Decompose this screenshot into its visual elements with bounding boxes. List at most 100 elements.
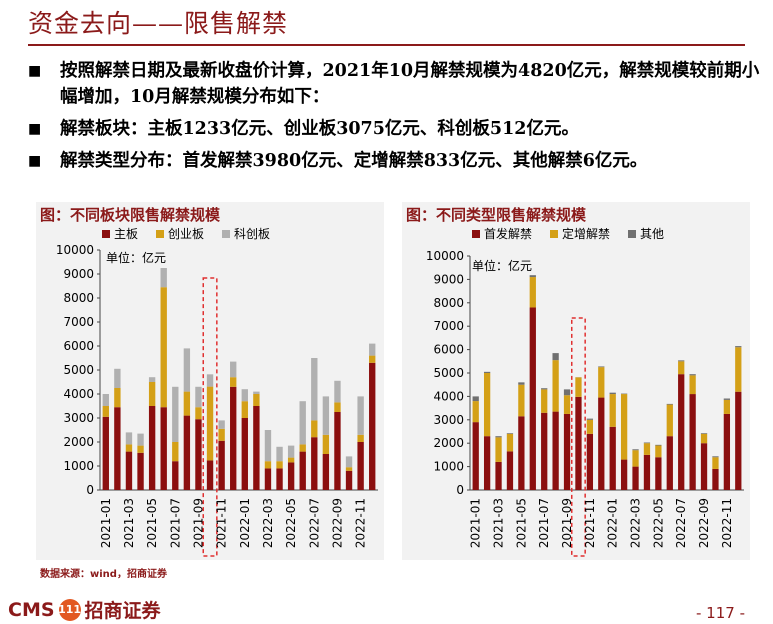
bar-segment [518, 384, 525, 417]
bar-segment [541, 388, 548, 390]
bar-segment [357, 396, 364, 435]
bar-segment [218, 428, 225, 441]
bar-segment [598, 397, 605, 490]
bar-segment [102, 394, 109, 406]
legend-label: 首发解禁 [484, 227, 533, 241]
x-tick-label: 2022-11 [720, 498, 734, 548]
bar-segment [483, 373, 491, 437]
bar-segment [700, 433, 708, 444]
bar-segment [264, 468, 272, 490]
bar-segment [195, 419, 202, 490]
legend-item: 定增解禁 [550, 225, 610, 242]
bullet-text: 按照解禁日期及最新收盘价计算，2021年10月解禁规模为4820亿元，解禁规模较… [60, 61, 760, 107]
bar-segment [334, 402, 341, 412]
bar-segment [125, 444, 133, 452]
x-tick-label: 2022-07 [674, 498, 688, 548]
unit-label: 单位：亿元 [472, 259, 533, 273]
bar-segment [183, 415, 191, 490]
y-tick-label: 6000 [63, 339, 94, 353]
bar-segment [598, 367, 605, 398]
y-tick-label: 9000 [63, 267, 94, 281]
unit-label: 单位：亿元 [106, 251, 167, 265]
bar-segment [253, 391, 260, 394]
bar-segment [357, 434, 364, 442]
bar-segment [160, 268, 167, 288]
title-divider [28, 44, 745, 46]
bar-segment [518, 416, 525, 490]
x-tick-label: 2022-01 [238, 498, 252, 548]
bar-segment [472, 401, 479, 423]
bar-segment [609, 394, 616, 427]
bar-segment [552, 360, 559, 412]
bar-segment [102, 416, 109, 490]
bar-segment [369, 343, 376, 356]
bar-segment [723, 399, 731, 414]
x-tick-label: 2022-05 [651, 498, 665, 548]
bar-segment [357, 442, 364, 490]
x-tick-label: 2021-11 [583, 498, 597, 548]
bar-segment [206, 374, 214, 387]
legend-item: 主板 [102, 225, 138, 242]
bar-chart-type: 0 1000 2000 3000 4000 5000 6000 7000 8000 9000 100… [426, 249, 744, 557]
y-tick-label: 6000 [433, 343, 464, 357]
bar-segment [369, 362, 376, 490]
y-tick-label: 0 [86, 483, 94, 497]
x-tick-label: 2021-05 [514, 498, 528, 548]
legend-swatch [222, 229, 231, 238]
legend-item: 创业板 [156, 225, 204, 242]
x-tick-label: 2022-01 [606, 498, 620, 548]
y-tick-label: 2000 [63, 435, 94, 449]
bar-segment [345, 467, 353, 471]
x-tick-label: 2022-09 [697, 498, 711, 548]
bar-segment [183, 348, 191, 392]
bullet-text: 解禁类型分布：首发解禁3980亿元、定增解禁833亿元、其他解禁6亿元。 [60, 151, 648, 171]
bar-segment [148, 382, 156, 406]
bar-segment [322, 396, 330, 435]
y-tick-label: 8000 [433, 296, 464, 310]
y-tick-label: 8000 [63, 291, 94, 305]
bar-segment [529, 275, 536, 278]
bar-segment [586, 433, 594, 490]
bar-segment [345, 470, 353, 490]
logo-text: CMS [8, 598, 55, 621]
bar-segment [241, 418, 248, 490]
bar-segment [125, 432, 133, 445]
legend-item: 首发解禁 [472, 225, 532, 242]
bar-segment [700, 443, 708, 490]
bar-segment [575, 396, 582, 490]
bar-segment [518, 382, 525, 385]
bar-segment [276, 468, 283, 490]
x-tick-label: 2022-09 [330, 498, 344, 548]
bar-segment [506, 451, 514, 490]
bar-segment [700, 433, 708, 434]
legend-label: 主板 [114, 227, 139, 241]
bar-segment [241, 401, 248, 418]
x-tick-label: 2021-09 [191, 498, 205, 548]
bar-segment [586, 418, 594, 420]
bar-segment [125, 451, 133, 490]
bar-segment [299, 444, 306, 452]
y-tick-label: 7000 [433, 319, 464, 333]
bar-segment [287, 445, 295, 458]
bar-segment [529, 277, 536, 308]
bar-segment [689, 394, 696, 490]
y-tick-label: 1000 [433, 460, 464, 474]
legend-swatch [628, 229, 637, 238]
bar-segment [334, 380, 341, 403]
bar-segment [311, 437, 318, 490]
bar-segment [483, 371, 491, 373]
bar-segment [552, 411, 559, 490]
bar-segment [276, 461, 283, 469]
page-number: - 117 - [696, 604, 745, 622]
bar-segment [160, 287, 167, 408]
bar-segment [735, 347, 742, 392]
bar-segment [586, 419, 594, 434]
bar-segment [137, 452, 144, 490]
bar-segment [102, 406, 109, 417]
bar-segment [678, 360, 685, 362]
bar-segment [264, 461, 272, 469]
y-tick-label: 3000 [63, 411, 94, 425]
x-tick-label: 2022-05 [284, 498, 298, 548]
bar-segment [655, 445, 662, 458]
bar-segment [678, 361, 685, 375]
